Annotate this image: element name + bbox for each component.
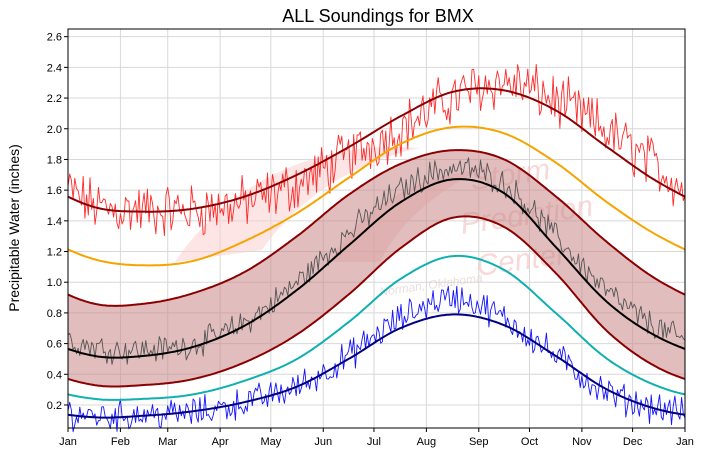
x-tick-label: May: [260, 436, 281, 448]
x-tick-label: Apr: [212, 436, 229, 448]
series-line-daily-maximum: [67, 63, 686, 237]
y-tick-label: 2.2: [47, 93, 62, 105]
y-tick-label: 2.6: [47, 32, 62, 44]
x-tick-label: Jan: [59, 436, 77, 448]
x-tick-label: Aug: [417, 436, 437, 448]
series-line-10th-percentile: [67, 254, 686, 401]
series-line-daily-mean: [67, 157, 686, 365]
x-tick-label: Nov: [572, 436, 592, 448]
y-tick-label: 1.6: [47, 185, 62, 197]
y-axis-ticks: 0.2 0.4 0.6 0.8 1.0 1.2 1.4 1.6 1.8 2.0 2.2 2.4 2.6: [47, 32, 68, 412]
x-tick-label: Jul: [367, 436, 381, 448]
y-tick-label: 1.2: [47, 247, 62, 259]
x-tick-label: Jun: [314, 436, 332, 448]
y-axis-label: Precipitable Water (inches): [6, 144, 22, 312]
y-tick-label: 0.4: [47, 369, 62, 381]
y-tick-label: 1.8: [47, 154, 62, 166]
y-tick-label: 1.4: [47, 216, 62, 228]
plot-frame: [67, 28, 686, 429]
y-tick-label: 2.0: [47, 124, 62, 136]
y-tick-label: 0.2: [47, 400, 62, 412]
series-line-25th-percentile: [67, 215, 686, 388]
y-tick-label: 1.0: [47, 277, 62, 289]
x-tick-label: Sep: [469, 436, 489, 448]
series-line-daily-minimum: [67, 285, 686, 433]
x-axis-ticks: Jan Feb Mar Apr May Jun Jul Aug Sep Oct Nov Dec Jan: [59, 428, 694, 448]
y-tick-label: 0.8: [47, 308, 62, 320]
series-group: [67, 63, 686, 433]
x-tick-label: Feb: [111, 436, 130, 448]
y-tick-label: 2.4: [47, 62, 62, 74]
series-line-moving-average: [67, 178, 686, 359]
y-tick-label: 0.6: [47, 339, 62, 351]
series-line-moving-maximum: [67, 87, 686, 213]
x-tick-label: Oct: [521, 436, 538, 448]
series-line-99th-percentile: [67, 125, 686, 267]
x-tick-label: Jan: [676, 436, 694, 448]
series-line-moving-minimum: [67, 313, 686, 419]
chart-title: ALL Soundings for BMX: [282, 6, 473, 26]
plot-area: Storm Prediction Center Norman, Oklahoma: [67, 28, 686, 433]
x-tick-label: Mar: [158, 436, 177, 448]
x-tick-label: Dec: [623, 436, 643, 448]
series-line-75th-percentile: [67, 149, 686, 307]
